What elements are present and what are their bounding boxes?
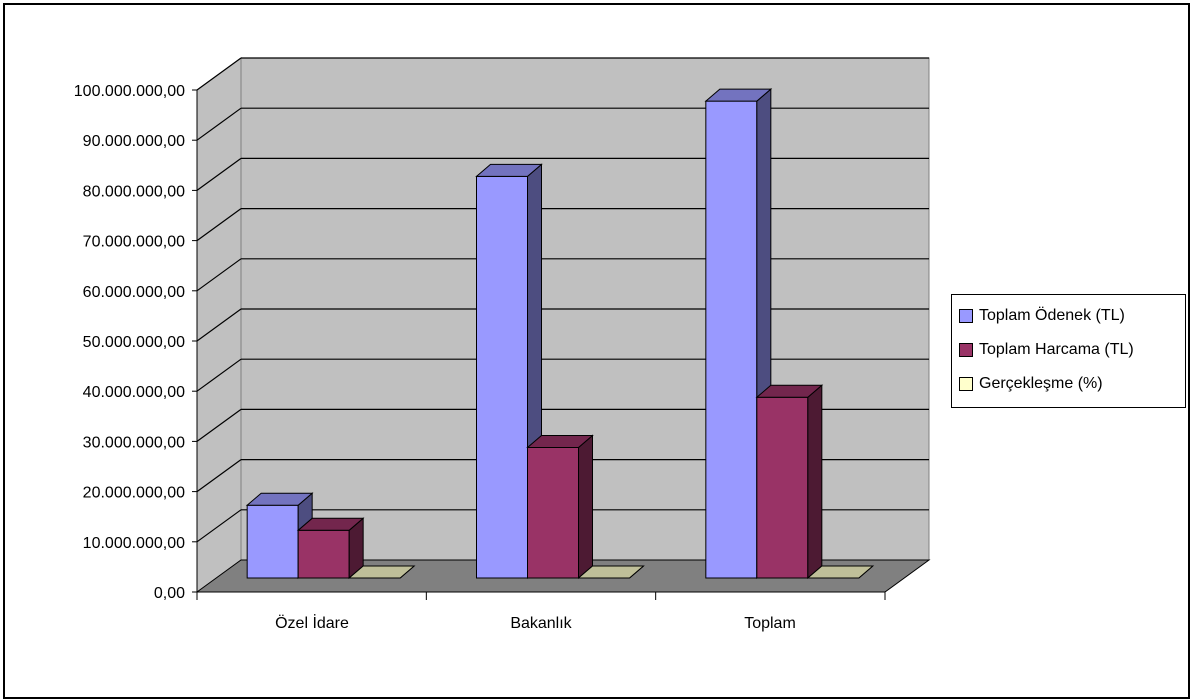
legend-label: Gerçekleşme (%) [979, 375, 1103, 393]
bar-side [808, 385, 822, 578]
y-tick-label: 0,00 [154, 585, 185, 602]
category-label: Özel İdare [275, 613, 349, 632]
y-tick-label: 90.000.000,00 [83, 133, 185, 150]
y-tick-label: 100.000.000,00 [74, 83, 185, 100]
bar-side [579, 435, 593, 578]
y-tick-label: 50.000.000,00 [83, 334, 185, 351]
legend-swatch [959, 343, 973, 357]
legend-swatch [959, 309, 973, 323]
legend-label: Toplam Ödenek (TL) [979, 307, 1125, 325]
y-tick-label: 40.000.000,00 [83, 384, 185, 401]
legend: Toplam Ödenek (TL) Toplam Harcama (TL) G… [951, 294, 1186, 408]
bar [528, 447, 579, 578]
y-tick-label: 10.000.000,00 [83, 535, 185, 552]
bar [757, 397, 808, 578]
bar [247, 505, 298, 578]
y-tick-label: 30.000.000,00 [83, 434, 185, 451]
y-tick-label: 70.000.000,00 [83, 234, 185, 251]
legend-item: Toplam Ödenek (TL) [959, 305, 1125, 327]
legend-item: Toplam Harcama (TL) [959, 339, 1134, 361]
bar [477, 176, 528, 578]
legend-swatch [959, 377, 973, 391]
y-tick-label: 20.000.000,00 [83, 485, 185, 502]
category-label: Toplam [744, 615, 796, 632]
legend-label: Toplam Harcama (TL) [979, 341, 1134, 359]
bar [706, 101, 757, 578]
y-tick-label: 60.000.000,00 [83, 284, 185, 301]
bar [298, 530, 349, 578]
category-label: Bakanlık [510, 615, 572, 632]
y-tick-label: 80.000.000,00 [83, 183, 185, 200]
legend-item: Gerçekleşme (%) [959, 373, 1103, 395]
